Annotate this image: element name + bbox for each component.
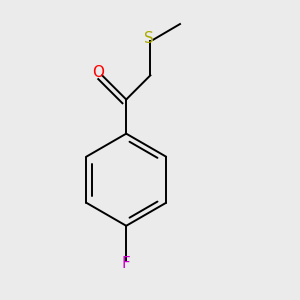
Text: S: S	[144, 31, 154, 46]
Text: F: F	[122, 256, 130, 271]
Text: O: O	[92, 65, 104, 80]
